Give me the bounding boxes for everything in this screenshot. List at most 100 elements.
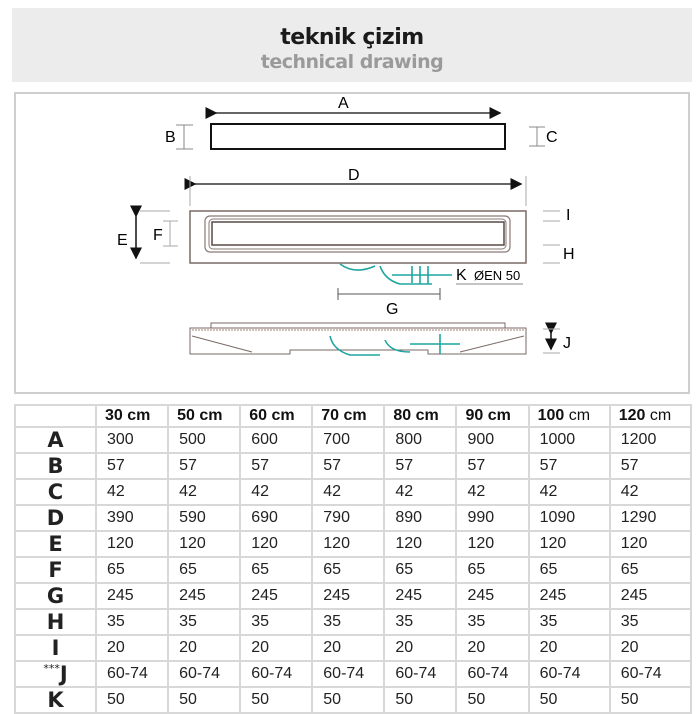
table-cell: 42 xyxy=(311,478,386,506)
row-note-marker: *** xyxy=(43,662,60,675)
table-cell: 120 xyxy=(311,530,386,558)
table-cell: 65 xyxy=(455,556,530,584)
table-row: B 57 57 57 57 57 57 57 57 xyxy=(14,452,693,480)
table-cell: 35 xyxy=(455,608,530,636)
table-cell: 57 xyxy=(608,452,693,480)
table-cell: 42 xyxy=(608,478,693,506)
table-cell: 57 xyxy=(94,452,170,480)
dimensions-table: 30 cm 50 cm 60 cm 70 cm 80 cm 90 cm 100 cm 120 … xyxy=(14,404,693,714)
dimension-letter: J xyxy=(59,662,68,686)
column-size: 70 xyxy=(321,407,340,424)
column-header: 100 cm xyxy=(527,404,611,428)
column-unit: cm xyxy=(271,407,295,424)
table-cell: 57 xyxy=(527,452,611,480)
dimension-letter: A xyxy=(47,428,64,452)
label-f: F xyxy=(153,227,163,244)
table-row: D 390 590 690 790 890 990 1090 1290 xyxy=(14,504,693,532)
column-size: 80 xyxy=(393,407,412,424)
table-cell: 65 xyxy=(608,556,693,584)
table-cell: 50 xyxy=(608,686,693,714)
table-cell: 245 xyxy=(608,582,693,610)
table-cell: 35 xyxy=(608,608,693,636)
table-cell: 60-74 xyxy=(455,660,530,688)
label-c: C xyxy=(546,129,558,146)
table-cell: 120 xyxy=(239,530,314,558)
table-row: K 50 50 50 50 50 50 50 50 xyxy=(14,686,693,714)
row-label: C xyxy=(14,478,97,506)
table-cell: 50 xyxy=(383,686,458,714)
table-cell: 990 xyxy=(455,504,530,532)
table-cell: 50 xyxy=(167,686,242,714)
dimension-letter: E xyxy=(48,532,63,556)
column-unit: cm xyxy=(487,407,511,424)
column-size: 100 xyxy=(537,407,565,424)
column-unit: cm xyxy=(415,407,439,424)
table-row: H 35 35 35 35 35 35 35 35 xyxy=(14,608,693,636)
table-cell: 120 xyxy=(608,530,693,558)
table-cell: 57 xyxy=(167,452,242,480)
row-label: F xyxy=(14,556,97,584)
table-cell: 500 xyxy=(167,426,242,454)
table-cell: 20 xyxy=(239,634,314,662)
row-label: D xyxy=(14,504,97,532)
table-cell: 60-74 xyxy=(527,660,611,688)
table-row: F 65 65 65 65 65 65 65 65 xyxy=(14,556,693,584)
table-cell: 120 xyxy=(94,530,170,558)
table-cell: 700 xyxy=(311,426,386,454)
table-cell: 245 xyxy=(527,582,611,610)
table-cell: 50 xyxy=(311,686,386,714)
table-row: G 245 245 245 245 245 245 245 245 xyxy=(14,582,693,610)
table-cell: 245 xyxy=(239,582,314,610)
table-cell: 57 xyxy=(311,452,386,480)
table-cell: 300 xyxy=(94,426,170,454)
column-header: 50 cm xyxy=(167,404,242,428)
column-unit: cm xyxy=(649,407,672,424)
table-cell: 800 xyxy=(383,426,458,454)
row-label: I xyxy=(14,634,97,662)
table-cell: 900 xyxy=(455,426,530,454)
table-cell: 50 xyxy=(239,686,314,714)
table-row: I 20 20 20 20 20 20 20 20 xyxy=(14,634,693,662)
label-h: H xyxy=(563,246,575,263)
label-a: A xyxy=(338,95,349,112)
table-cell: 120 xyxy=(383,530,458,558)
technical-drawing: A B C D E F I H K ØEN 50 G J xyxy=(117,95,575,356)
table-cell: 790 xyxy=(311,504,386,532)
table-row: E 120 120 120 120 120 120 120 120 xyxy=(14,530,693,558)
table-cell: 20 xyxy=(527,634,611,662)
table-cell: 120 xyxy=(455,530,530,558)
table-cell: 65 xyxy=(167,556,242,584)
dimension-letter: F xyxy=(48,558,63,582)
table-cell: 65 xyxy=(239,556,314,584)
dimension-letter: B xyxy=(47,454,64,478)
table-cell: 1000 xyxy=(527,426,611,454)
table-cell: 42 xyxy=(527,478,611,506)
table-cell: 65 xyxy=(311,556,386,584)
table-cell: 35 xyxy=(311,608,386,636)
column-unit: cm xyxy=(199,407,223,424)
table-cell: 42 xyxy=(94,478,170,506)
table-cell: 20 xyxy=(167,634,242,662)
table-row: A 300 500 600 700 800 900 1000 1200 xyxy=(14,426,693,454)
label-pipe: ØEN 50 xyxy=(474,268,520,283)
table-cell: 35 xyxy=(527,608,611,636)
table-cell: 57 xyxy=(383,452,458,480)
table-cell: 50 xyxy=(455,686,530,714)
table-cell: 35 xyxy=(94,608,170,636)
column-header: 80 cm xyxy=(383,404,458,428)
table-cell: 42 xyxy=(239,478,314,506)
label-g: G xyxy=(386,301,398,318)
title: teknik çizim xyxy=(280,25,424,50)
table-cell: 60-74 xyxy=(383,660,458,688)
table-cell: 42 xyxy=(167,478,242,506)
table-cell: 42 xyxy=(455,478,530,506)
column-unit: cm xyxy=(568,407,591,424)
table-cell: 57 xyxy=(239,452,314,480)
table-cell: 245 xyxy=(167,582,242,610)
dimension-letter: C xyxy=(47,480,64,504)
siphon xyxy=(339,263,452,285)
table-cell: 65 xyxy=(383,556,458,584)
table-cell: 20 xyxy=(311,634,386,662)
table-cell: 245 xyxy=(311,582,386,610)
table-cell: 390 xyxy=(94,504,170,532)
